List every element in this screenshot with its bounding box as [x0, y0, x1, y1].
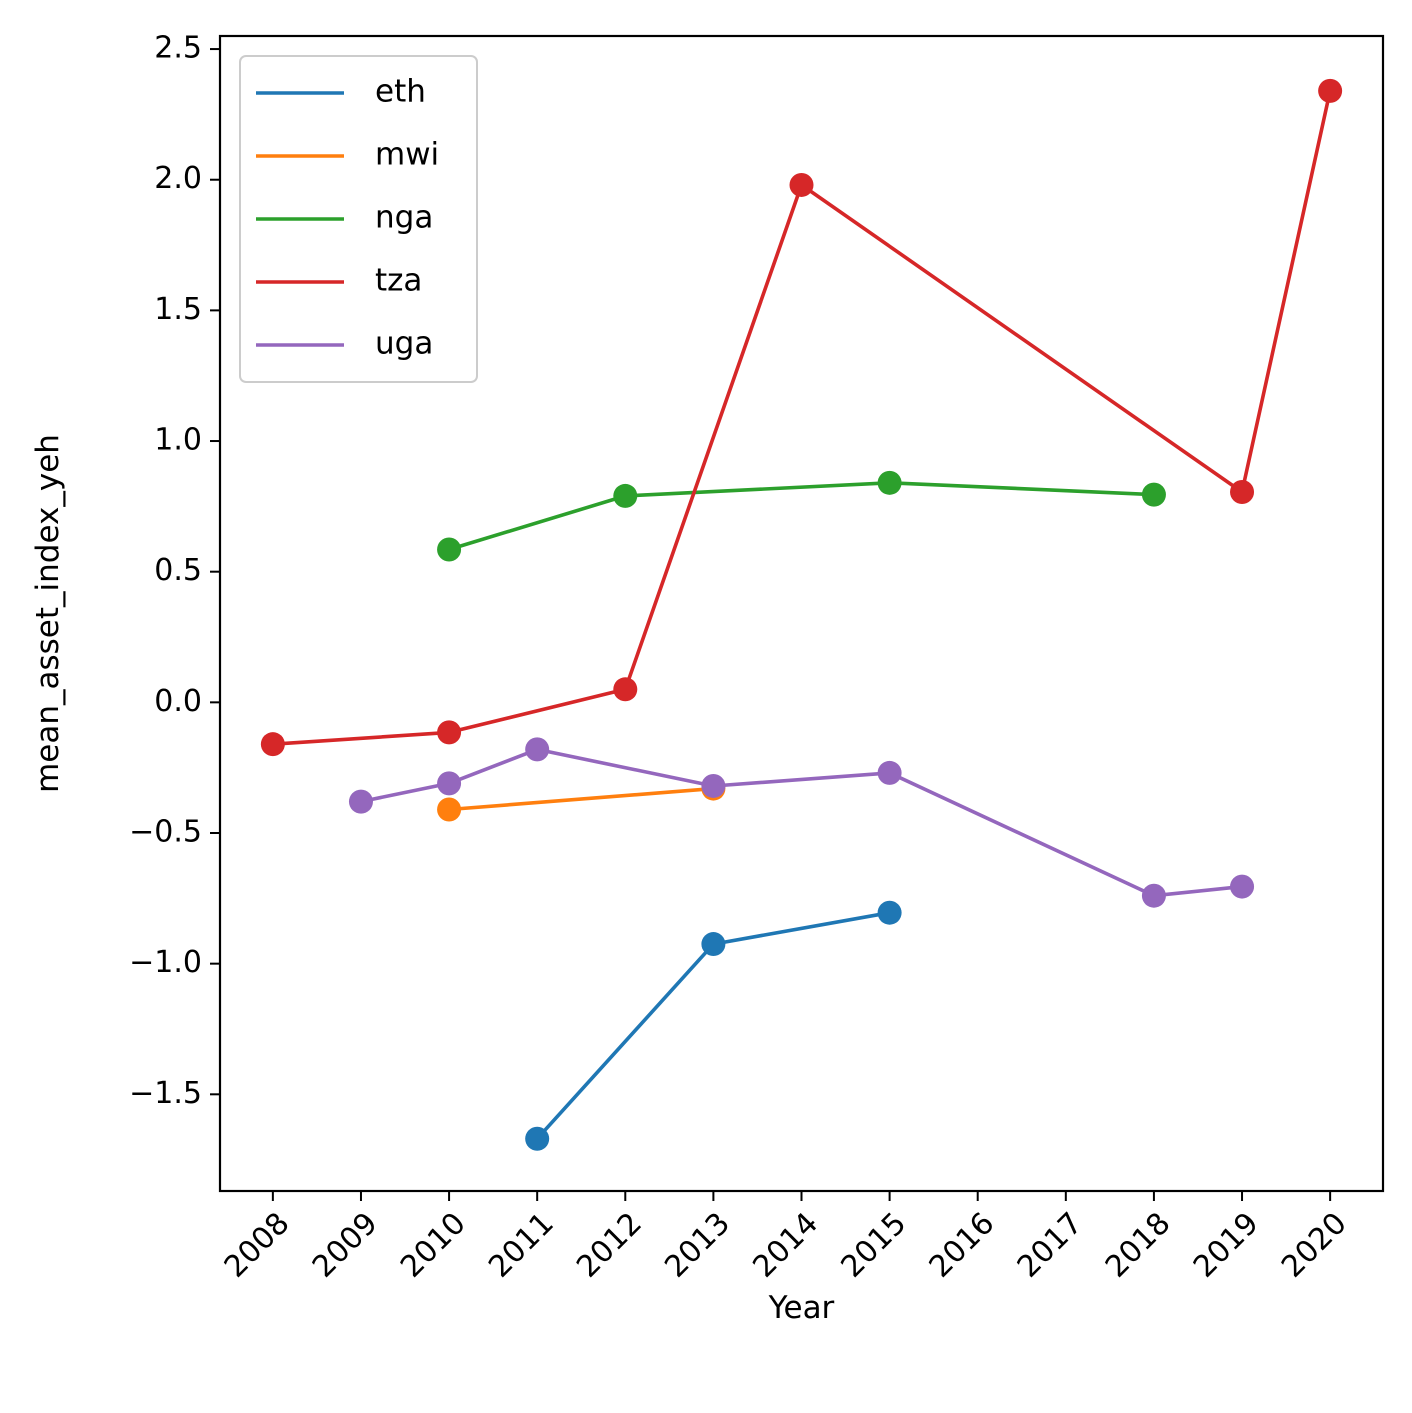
y-tick-label: 1.5: [154, 292, 202, 327]
data-point-uga: [877, 760, 902, 785]
data-point-uga: [437, 771, 462, 796]
data-point-uga: [701, 773, 726, 798]
data-point-mwi: [437, 797, 462, 822]
y-tick-label: 0.5: [154, 553, 202, 588]
data-point-uga: [348, 789, 373, 814]
y-tick-label: −1.5: [129, 1076, 202, 1111]
y-tick-label: −1.0: [129, 945, 202, 980]
series-line-mwi: [448, 786, 714, 812]
legend-box: [239, 55, 478, 383]
data-point-eth: [701, 932, 726, 957]
data-point-uga: [1230, 874, 1255, 899]
plot-marks: [260, 78, 1343, 1151]
data-point-nga: [613, 483, 638, 508]
y-tick-label: −0.5: [129, 815, 202, 850]
data-point-tza: [613, 677, 638, 702]
data-point-tza: [260, 732, 285, 757]
data-point-tza: [789, 172, 814, 197]
legend-label-nga: nga: [375, 200, 433, 236]
data-point-nga: [1141, 482, 1166, 507]
y-axis-title: mean_asset_index_yeh: [30, 434, 66, 793]
series-line-tza: [272, 90, 1332, 746]
data-point-nga: [877, 470, 902, 495]
y-tick-label: 2.5: [154, 31, 202, 66]
data-point-uga: [1141, 883, 1166, 908]
legend: eth mwi nga tza uga: [239, 55, 478, 383]
legend-label-eth: eth: [375, 74, 426, 110]
y-tick-label: 0.0: [154, 684, 202, 719]
data-point-tza: [1318, 78, 1343, 103]
data-point-nga: [437, 537, 462, 562]
y-axis: −1.5 −1.0 −0.5 0.0 0.5 1.0 1.5 2.0 2.5: [129, 31, 220, 1111]
data-point-tza: [1230, 479, 1255, 504]
series-line-nga: [448, 480, 1154, 552]
legend-label-tza: tza: [375, 263, 422, 299]
data-point-eth: [877, 900, 902, 925]
y-tick-label: 2.0: [154, 161, 202, 196]
data-point-uga: [525, 737, 550, 762]
y-tick-label: 1.0: [154, 423, 202, 458]
x-axis-title: Year: [768, 1290, 835, 1326]
legend-label-uga: uga: [375, 326, 433, 362]
data-point-tza: [437, 720, 462, 745]
data-point-eth: [525, 1126, 550, 1151]
legend-label-mwi: mwi: [375, 137, 439, 173]
